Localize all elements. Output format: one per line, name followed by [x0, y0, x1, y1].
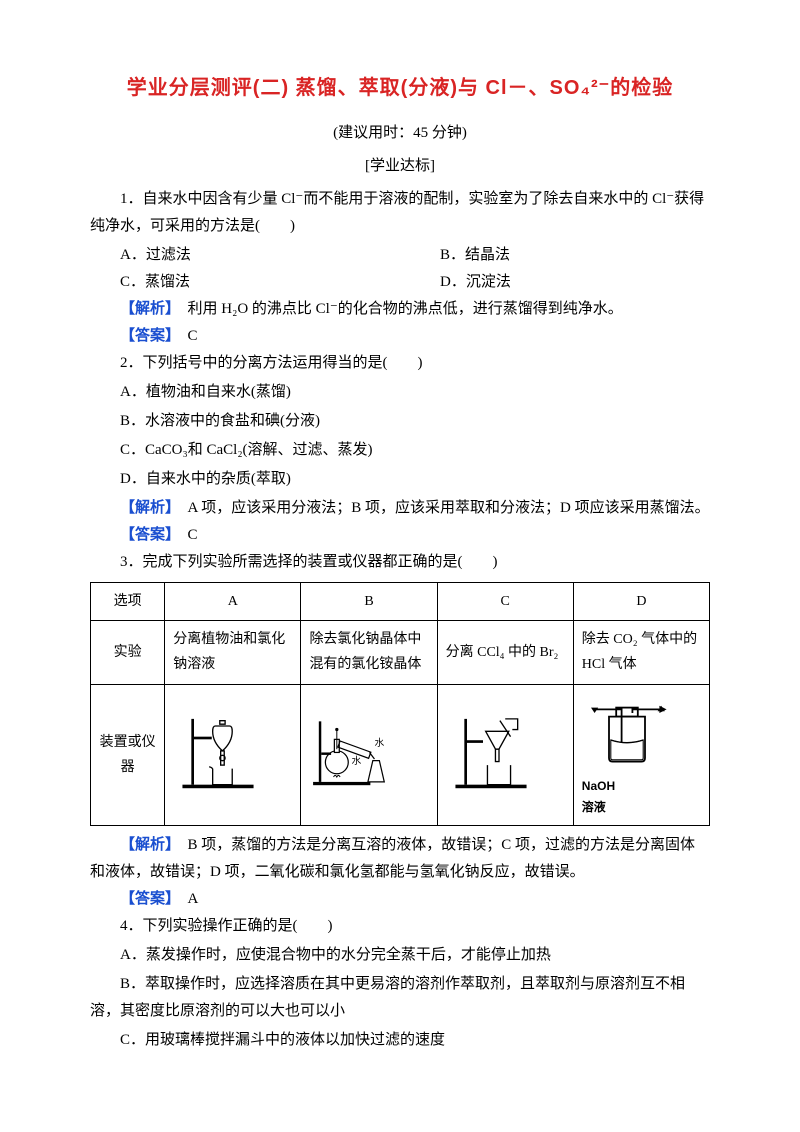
- apparatus-d-caption: NaOH 溶液: [582, 776, 701, 819]
- q2-option-a: A．植物油和自来水(蒸馏): [90, 379, 710, 406]
- q2-option-b: B．水溶液中的食盐和碘(分液): [90, 408, 710, 435]
- q2-analysis: 【解析】 A 项，应该采用分液法；B 项，应该采用萃取和分液法；D 项应该采用蒸…: [90, 495, 710, 522]
- q3-analysis-text: B 项，蒸馏的方法是分离互溶的液体，故错误；C 项，过滤的方法是分离固体和液体，…: [90, 837, 695, 880]
- analysis-label: 【解析】: [120, 301, 173, 317]
- apparatus-d-icon: NaOH 溶液: [573, 684, 709, 825]
- q3-analysis: 【解析】 B 项，蒸馏的方法是分离互溶的液体，故错误；C 项，过滤的方法是分离固…: [90, 832, 710, 886]
- q3-exp-d: 除去 CO₂ 气体中的 HCl 气体: [573, 621, 709, 684]
- answer-label: 【答案】: [120, 527, 173, 543]
- q3-col-d: D: [573, 583, 709, 621]
- q3-row-app: 装置或仪器: [91, 684, 165, 825]
- q1-option-a: A．过滤法: [120, 242, 440, 269]
- q2-answer: 【答案】 C: [90, 522, 710, 549]
- answer-label: 【答案】: [120, 891, 173, 907]
- q2-answer-text: C: [188, 527, 198, 543]
- time-hint: (建议用时：45 分钟): [90, 120, 710, 147]
- q3-exp-c: 分离 CCl₄ 中的 Br₂: [437, 621, 573, 684]
- q1-stem: 1．自来水中因含有少量 Cl⁻而不能用于溶液的配制，实验室为了除去自来水中的 C…: [90, 186, 710, 240]
- q3-exp-a: 分离植物油和氯化钠溶液: [165, 621, 301, 684]
- analysis-label: 【解析】: [120, 837, 173, 853]
- q1-answer: 【答案】 C: [90, 323, 710, 350]
- q4-option-b: B．萃取操作时，应选择溶质在其中更易溶的溶剂作萃取剂，且萃取剂与原溶剂互不相溶，…: [90, 971, 710, 1025]
- q1-option-c: C．蒸馏法: [120, 269, 440, 296]
- q1-analysis: 【解析】 利用 H₂O 的沸点比 Cl⁻的化合物的沸点低，进行蒸馏得到纯净水。: [90, 296, 710, 323]
- apparatus-a-icon: [165, 684, 301, 825]
- analysis-label: 【解析】: [120, 500, 173, 516]
- q3-row-exp: 实验: [91, 621, 165, 684]
- apparatus-b-icon: 水 水: [301, 684, 437, 825]
- q4-stem: 4．下列实验操作正确的是( ): [90, 913, 710, 940]
- q2-stem: 2．下列括号中的分离方法运用得当的是( ): [90, 350, 710, 377]
- q1-option-d: D．沉淀法: [440, 269, 511, 296]
- page-title: 学业分层测评(二) 蒸馏、萃取(分液)与 Cl－、SO₄²⁻的检验: [90, 70, 710, 106]
- answer-label: 【答案】: [120, 328, 173, 344]
- q3-answer-text: A: [188, 891, 199, 907]
- q1-option-b: B．结晶法: [440, 242, 510, 269]
- q3-stem: 3．完成下列实验所需选择的装置或仪器都正确的是( ): [90, 549, 710, 576]
- q2-option-c: C．CaCO₃和 CaCl₂(溶解、过滤、蒸发): [90, 437, 710, 464]
- q3-row-option: 选项: [91, 583, 165, 621]
- q1-answer-text: C: [188, 328, 198, 344]
- q2-option-d: D．自来水中的杂质(萃取): [90, 466, 710, 493]
- section-label: [学业达标]: [90, 153, 710, 180]
- q4-option-a: A．蒸发操作时，应使混合物中的水分完全蒸干后，才能停止加热: [90, 942, 710, 969]
- q3-col-b: B: [301, 583, 437, 621]
- q4-option-c: C．用玻璃棒搅拌漏斗中的液体以加快过滤的速度: [90, 1027, 710, 1054]
- q3-answer: 【答案】 A: [90, 886, 710, 913]
- q2-analysis-text: A 项，应该采用分液法；B 项，应该采用萃取和分液法；D 项应该采用蒸馏法。: [188, 500, 710, 516]
- svg-text:水: 水: [352, 755, 362, 767]
- q3-col-c: C: [437, 583, 573, 621]
- q3-table: 选项 A B C D 实验 分离植物油和氯化钠溶液 除去氯化钠晶体中混有的氯化铵…: [90, 582, 710, 826]
- svg-text:水: 水: [375, 737, 385, 749]
- q3-exp-b: 除去氯化钠晶体中混有的氯化铵晶体: [301, 621, 437, 684]
- apparatus-c-icon: [437, 684, 573, 825]
- q1-analysis-text: 利用 H₂O 的沸点比 Cl⁻的化合物的沸点低，进行蒸馏得到纯净水。: [188, 301, 623, 317]
- q3-col-a: A: [165, 583, 301, 621]
